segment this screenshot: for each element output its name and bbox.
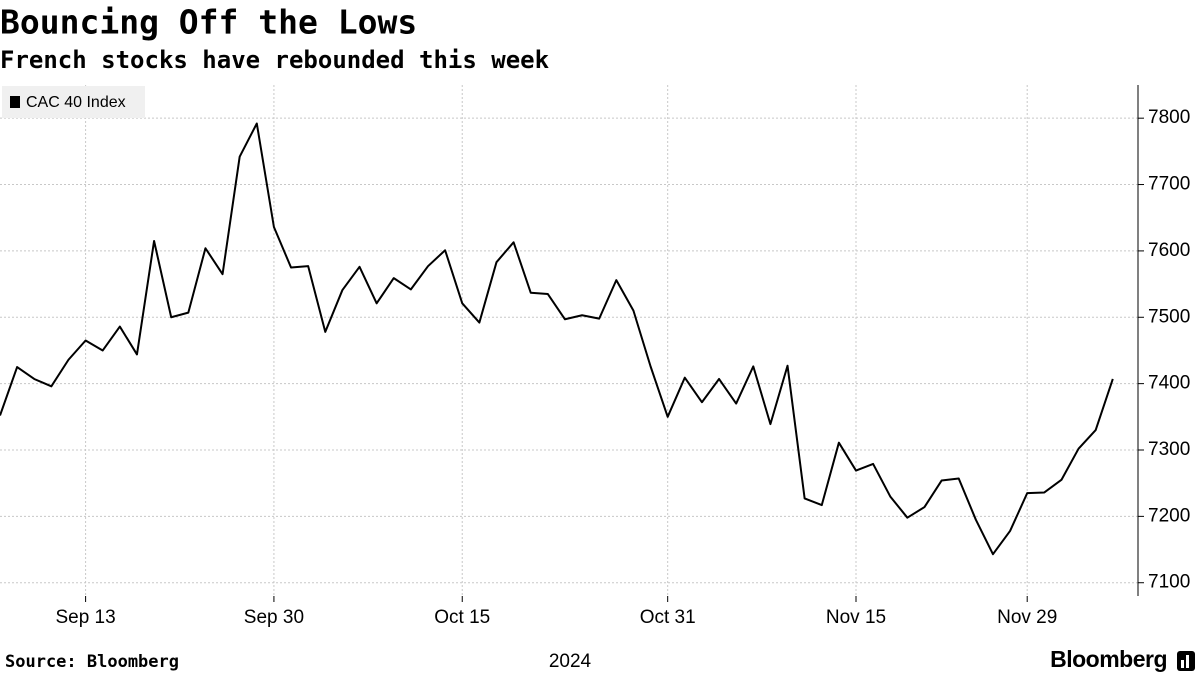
y-tick-label: 7200 [1148,505,1190,526]
y-tick-label: 7100 [1148,572,1190,593]
x-tick-label: Sep 30 [244,607,304,628]
y-tick-label: 7800 [1148,107,1190,128]
chart-title: Bouncing Off the Lows [0,3,417,42]
y-tick-label: 7600 [1148,240,1190,261]
x-tick-label: Nov 15 [826,607,886,628]
legend-box [2,86,145,118]
x-tick-label: Nov 29 [997,607,1057,628]
x-tick-label: Sep 13 [55,607,115,628]
x-tick-label: Oct 31 [640,607,696,628]
legend-swatch [10,96,20,108]
data-line [0,122,1114,556]
logo-icon [1177,651,1195,671]
y-tick-label: 7300 [1148,439,1190,460]
source: Source: Bloomberg [5,652,179,672]
y-tick-label: 7400 [1148,373,1190,394]
chart-subtitle: French stocks have rebounded this week [0,46,550,74]
logo: Bloomberg [1050,646,1167,672]
legend-label: CAC 40 Index [26,94,126,111]
y-tick-label: 7500 [1148,306,1190,327]
x-tick-label: Oct 15 [434,607,490,628]
y-tick-label: 7700 [1148,174,1190,195]
x-axis-label: 2024 [549,651,592,672]
